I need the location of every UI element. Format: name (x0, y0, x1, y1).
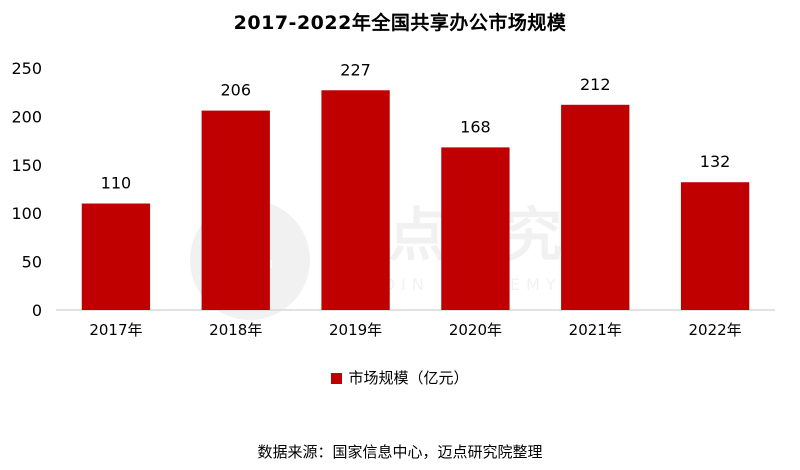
data-label: 132 (700, 152, 731, 171)
data-label: 206 (220, 81, 251, 100)
bar (561, 104, 630, 310)
data-label: 227 (340, 60, 371, 79)
y-tick-label: 250 (11, 59, 42, 78)
bar (321, 90, 390, 310)
x-axis: 2017年 2018年 2019年 2020年 2021年 2022年 (89, 321, 741, 339)
x-tick-label: 2019年 (329, 321, 382, 339)
data-label: 110 (101, 174, 132, 193)
x-tick-label: 2017年 (89, 321, 142, 339)
bars (81, 90, 750, 310)
y-tick-label: 150 (11, 156, 42, 175)
legend: 市场规模（亿元） (0, 369, 800, 387)
bar (81, 203, 151, 310)
x-tick-label: 2022年 (688, 321, 741, 339)
source-note: 数据来源：国家信息中心，迈点研究院整理 (257, 443, 543, 461)
y-axis: 0 50 100 150 200 250 (11, 59, 42, 320)
bar (201, 110, 270, 310)
data-label: 168 (460, 117, 491, 136)
bar (680, 182, 750, 310)
bar (441, 147, 510, 310)
legend-swatch (331, 373, 343, 384)
chart-title: 2017-2022年全国共享办公市场规模 (233, 12, 567, 34)
y-tick-label: 100 (11, 204, 42, 223)
y-tick-label: 200 (11, 107, 42, 126)
x-tick-label: 2018年 (209, 321, 262, 339)
x-tick-label: 2021年 (569, 321, 622, 339)
legend-label: 市场规模（亿元） (348, 369, 469, 387)
data-label: 212 (580, 75, 611, 94)
x-tick-label: 2020年 (449, 321, 502, 339)
data-labels: 110 206 227 168 212 132 (101, 60, 731, 192)
y-tick-label: 50 (22, 253, 42, 272)
y-tick-label: 0 (32, 301, 42, 320)
